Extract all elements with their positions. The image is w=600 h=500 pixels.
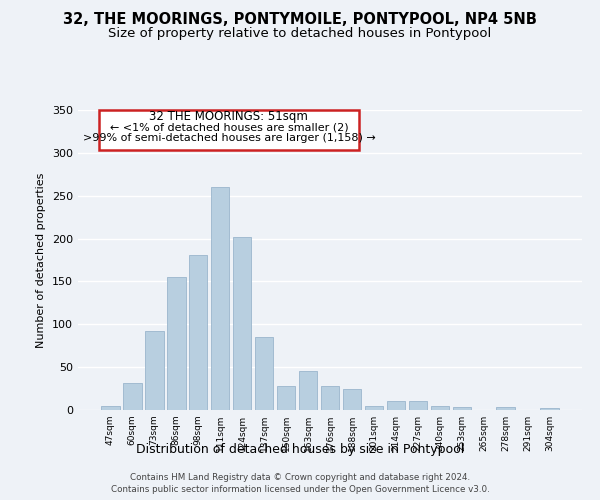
Bar (189, 255, 208, 410)
Text: >99% of semi-detached houses are larger (1,158) →: >99% of semi-detached houses are larger … (83, 134, 375, 143)
Bar (541, 408, 559, 410)
Bar (123, 384, 142, 410)
Text: Size of property relative to detached houses in Pontypool: Size of property relative to detached ho… (109, 28, 491, 40)
Text: Contains public sector information licensed under the Open Government Licence v3: Contains public sector information licen… (110, 485, 490, 494)
Bar (496, 406, 515, 410)
Bar (386, 402, 405, 410)
Bar (343, 390, 361, 410)
Bar (431, 406, 449, 410)
Y-axis label: Number of detached properties: Number of detached properties (37, 172, 46, 348)
Bar (255, 337, 274, 410)
Bar (409, 402, 427, 410)
Bar (167, 277, 185, 410)
Text: Distribution of detached houses by size in Pontypool: Distribution of detached houses by size … (136, 442, 464, 456)
Text: 32 THE MOORINGS: 51sqm: 32 THE MOORINGS: 51sqm (149, 110, 308, 124)
Bar (277, 386, 295, 410)
Bar (452, 408, 471, 410)
Bar (365, 406, 383, 410)
Bar (211, 187, 229, 410)
Text: 32, THE MOORINGS, PONTYMOILE, PONTYPOOL, NP4 5NB: 32, THE MOORINGS, PONTYMOILE, PONTYPOOL,… (63, 12, 537, 28)
Bar (99, 110, 359, 150)
Bar (299, 370, 317, 410)
Text: ← <1% of detached houses are smaller (2): ← <1% of detached houses are smaller (2) (110, 122, 348, 132)
Bar (101, 406, 119, 410)
Text: Contains HM Land Registry data © Crown copyright and database right 2024.: Contains HM Land Registry data © Crown c… (130, 472, 470, 482)
Bar (320, 386, 340, 410)
Bar (145, 331, 164, 410)
Bar (233, 237, 251, 410)
